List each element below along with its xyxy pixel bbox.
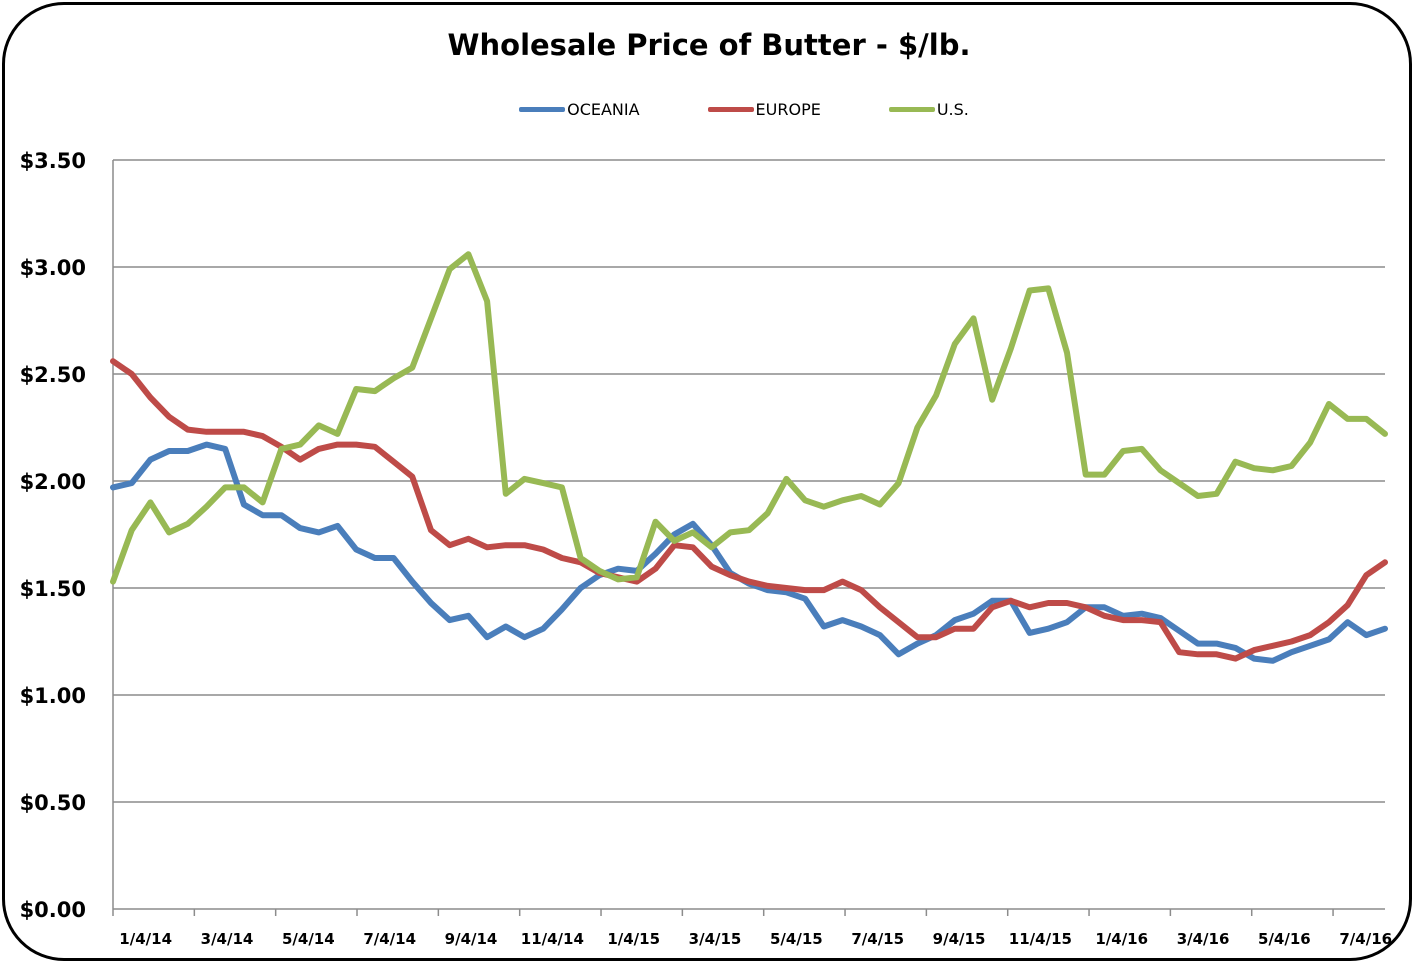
x-tick-label: 9/4/14 — [445, 930, 498, 948]
legend-item-us: U.S. — [888, 100, 969, 119]
x-tick-label: 5/4/14 — [282, 930, 335, 948]
legend-swatch-us — [888, 107, 935, 112]
legend-label-us: U.S. — [936, 100, 969, 119]
y-tick-label: $0.50 — [20, 791, 86, 815]
legend-swatch-europe — [707, 107, 754, 112]
x-tick-label: 3/4/16 — [1177, 930, 1230, 948]
x-tick-label: 5/4/15 — [770, 930, 823, 948]
x-tick-label: 11/4/15 — [1009, 930, 1072, 948]
series-line-europe — [110, 358, 1388, 662]
x-tick-label: 1/4/15 — [607, 930, 660, 948]
y-tick-label: $3.50 — [20, 149, 86, 173]
x-tick-label: 3/4/15 — [689, 930, 742, 948]
x-tick-label: 7/4/16 — [1339, 930, 1392, 948]
chart-title: Wholesale Price of Butter - $/lb. — [447, 28, 971, 62]
x-tick-label: 9/4/15 — [933, 930, 986, 948]
y-tick-label: $2.00 — [20, 470, 86, 494]
x-tick-label: 7/4/14 — [363, 930, 416, 948]
y-tick-label: $3.00 — [20, 256, 86, 280]
legend-item-oceania: OCEANIA — [519, 100, 640, 119]
x-tick-label: 7/4/15 — [851, 930, 904, 948]
y-tick-label: $2.50 — [20, 363, 86, 387]
legend-label-oceania: OCEANIA — [567, 100, 640, 119]
series-line-us — [110, 251, 1388, 585]
chart-legend: OCEANIA EUROPE U.S. — [0, 100, 1418, 119]
y-tick-label: $1.00 — [20, 684, 86, 708]
legend-item-europe: EUROPE — [707, 100, 821, 119]
x-tick-label: 5/4/16 — [1258, 930, 1311, 948]
x-tick-label: 3/4/14 — [201, 930, 254, 948]
y-tick-label: $0.00 — [20, 898, 86, 922]
x-tick-label: 1/4/14 — [119, 930, 172, 948]
legend-label-europe: EUROPE — [755, 100, 821, 119]
x-tick-label: 11/4/14 — [521, 930, 584, 948]
y-tick-label: $1.50 — [20, 577, 86, 601]
series-line-oceania — [110, 441, 1388, 664]
legend-swatch-oceania — [519, 107, 566, 112]
x-tick-label: 1/4/16 — [1095, 930, 1148, 948]
